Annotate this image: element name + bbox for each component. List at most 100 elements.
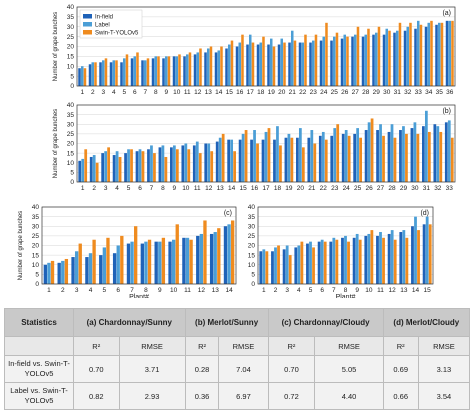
bar-label [333, 128, 337, 182]
table-subheader: RMSE [218, 336, 269, 356]
bar-label [425, 216, 429, 284]
bar-in-field [341, 133, 345, 182]
x-tick-label: 19 [268, 89, 276, 96]
x-tick-label: 1 [47, 287, 51, 294]
bar-label [436, 126, 440, 182]
bar-swin-t-yolov5 [324, 139, 328, 182]
x-tick-label: 6 [116, 287, 120, 294]
x-tick-label: 2 [92, 185, 96, 192]
bar-label [175, 56, 179, 86]
bar-label [230, 139, 234, 182]
bar-label [298, 128, 302, 182]
bar-label [184, 143, 188, 182]
bar-swin-t-yolov5 [198, 153, 202, 182]
bar-label [133, 56, 137, 86]
x-tick-label: 31 [394, 89, 402, 96]
x-tick-label: 6 [133, 89, 137, 96]
x-tick-label: 6 [320, 287, 324, 294]
x-tick-label: 20 [297, 185, 305, 192]
x-tick-label: 32 [434, 185, 442, 192]
x-tick-label: 14 [215, 89, 223, 96]
legend-label: In-field [95, 15, 113, 21]
y-tick-label: 35 [67, 14, 75, 21]
x-axis-label: Plant# [129, 294, 149, 298]
y-axis-label: Number of grape bunches [53, 109, 59, 178]
bar-swin-t-yolov5 [104, 58, 108, 86]
bar-swin-t-yolov5 [419, 24, 423, 86]
x-tick-label: 24 [343, 185, 351, 192]
bar-in-field [372, 34, 375, 86]
bar-label [116, 245, 120, 284]
bar-label [367, 122, 371, 182]
bar-swin-t-yolov5 [147, 239, 152, 284]
bar-label [276, 126, 279, 182]
bar-label [344, 130, 348, 182]
table-cell: 0.70 [267, 355, 316, 383]
bar-label [280, 38, 284, 86]
bar-swin-t-yolov5 [267, 128, 271, 182]
panel-label: (d) [420, 210, 429, 217]
bar-swin-t-yolov5 [335, 32, 339, 86]
x-tick-label: 2 [91, 89, 95, 96]
bar-label [102, 247, 107, 284]
bar-swin-t-yolov5 [210, 151, 214, 182]
x-tick-label: 3 [101, 89, 105, 96]
bar-label [115, 151, 119, 182]
table-cell: 3.13 [417, 355, 471, 383]
x-tick-label: 7 [150, 185, 154, 192]
bar-label [227, 44, 231, 86]
x-axis-label: Plant# [336, 294, 356, 298]
bar-in-field [141, 60, 144, 86]
bar-in-field [256, 44, 260, 86]
x-tick-label: 5 [122, 89, 126, 96]
x-tick-label: 29 [373, 89, 381, 96]
legend: In-field Label Swin-T-YOLOv5 [79, 9, 143, 39]
x-tick-label: 8 [344, 287, 348, 294]
bar-label [427, 22, 431, 86]
y-tick-label: 20 [67, 141, 75, 148]
bar-in-field [422, 224, 426, 284]
x-tick-label: 26 [341, 89, 349, 96]
table-subheader-row: R² RMSE R² RMSE R² RMSE R² RMSE [4, 336, 471, 356]
y-tick-label: 30 [67, 121, 75, 128]
bar-in-field [329, 241, 333, 284]
plot-frame [41, 206, 237, 285]
y-tick-label: 35 [248, 214, 256, 221]
bar-swin-t-yolov5 [346, 36, 349, 86]
bar-label [138, 149, 142, 182]
y-tick-label: 10 [67, 63, 75, 70]
bar-in-field [309, 42, 312, 86]
bar-in-field [151, 58, 155, 86]
bar-in-field [43, 264, 47, 284]
x-tick-label: 21 [308, 185, 316, 192]
bar-swin-t-yolov5 [262, 36, 265, 86]
bar-label [395, 30, 399, 86]
bar-in-field [306, 243, 309, 284]
bar-swin-t-yolov5 [50, 260, 55, 284]
bar-in-field [445, 20, 449, 87]
bar-label [217, 50, 221, 86]
bar-swin-t-yolov5 [409, 22, 412, 86]
x-tick-label: 33 [446, 185, 454, 192]
bar-label [269, 38, 273, 86]
bar-in-field [182, 237, 186, 284]
y-tick-label: 10 [248, 262, 256, 269]
bar-swin-t-yolov5 [233, 151, 236, 182]
x-tick-label: 25 [331, 89, 339, 96]
bar-in-field [158, 147, 162, 182]
bar-label [88, 253, 93, 284]
x-tick-label: 36 [446, 89, 454, 96]
bar-label [127, 149, 130, 182]
y-tick-label: 5 [251, 272, 255, 279]
bar-swin-t-yolov5 [230, 40, 234, 86]
x-tick-label: 23 [331, 185, 339, 192]
bar-swin-t-yolov5 [367, 28, 370, 87]
table-cell: 5.05 [314, 355, 384, 383]
y-tick-label: 30 [32, 223, 40, 230]
x-tick-label: 30 [411, 185, 419, 192]
x-tick-label: 3 [104, 185, 108, 192]
bar-label [437, 22, 441, 86]
bar-in-field [225, 48, 228, 86]
legend-swatch [83, 14, 92, 19]
